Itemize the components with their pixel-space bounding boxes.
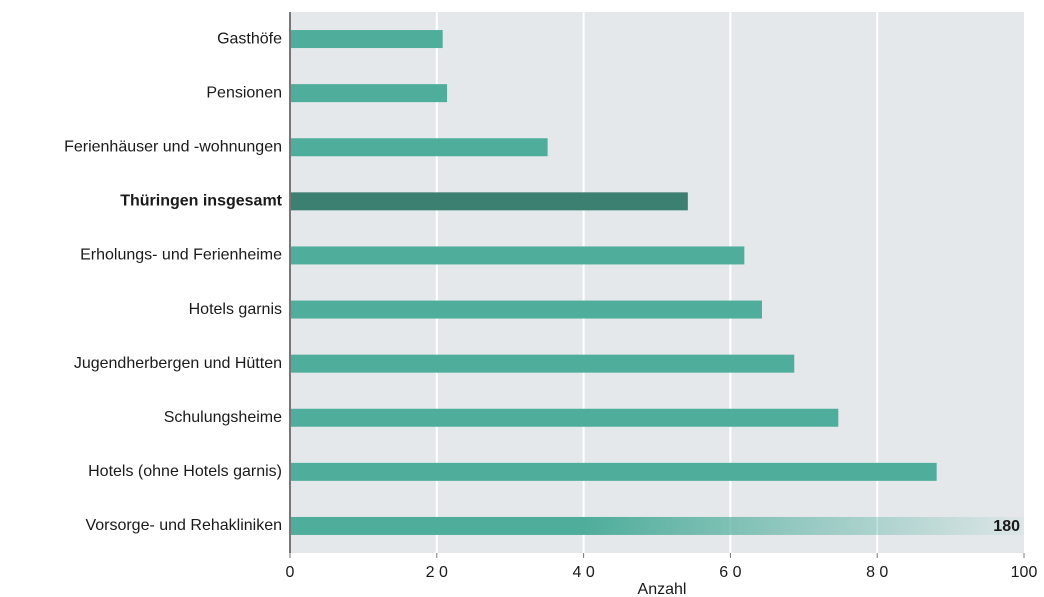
bar	[290, 300, 762, 319]
y-tick-label: Hotels garnis	[189, 301, 282, 318]
y-tick-label: Erholungs- und Ferienheime	[80, 247, 282, 264]
y-tick-label: Ferienhäuser und -wohnungen	[64, 138, 282, 155]
x-tick-label: 4 0	[572, 564, 594, 581]
bar	[290, 246, 745, 265]
x-tick-label: 0	[286, 564, 295, 581]
bar	[290, 138, 548, 157]
bar	[290, 462, 937, 481]
bar	[290, 516, 1024, 535]
y-tick-label: Thüringen insgesamt	[120, 193, 282, 210]
bar	[290, 354, 795, 373]
y-tick-label: Hotels (ohne Hotels garnis)	[88, 463, 282, 480]
x-tick-label: 2 0	[426, 564, 448, 581]
bar	[290, 84, 448, 103]
bar	[290, 30, 443, 49]
x-tick-label: 8 0	[866, 564, 888, 581]
x-axis-title: Anzahl	[638, 581, 687, 597]
y-tick-label: Schulungsheime	[164, 409, 282, 426]
y-tick-label: Vorsorge- und Rehakliniken	[85, 517, 282, 534]
y-tick-label: Gasthöfe	[217, 30, 282, 47]
bar-value-label: 180	[993, 518, 1020, 535]
y-tick-label: Jugendherbergen und Hütten	[74, 355, 282, 372]
y-tick-label: Pensionen	[206, 84, 282, 101]
x-tick-label: 100	[1011, 564, 1038, 581]
x-tick-label: 6 0	[719, 564, 741, 581]
plot-area	[290, 12, 1024, 553]
bar	[290, 408, 839, 427]
bar	[290, 192, 688, 211]
